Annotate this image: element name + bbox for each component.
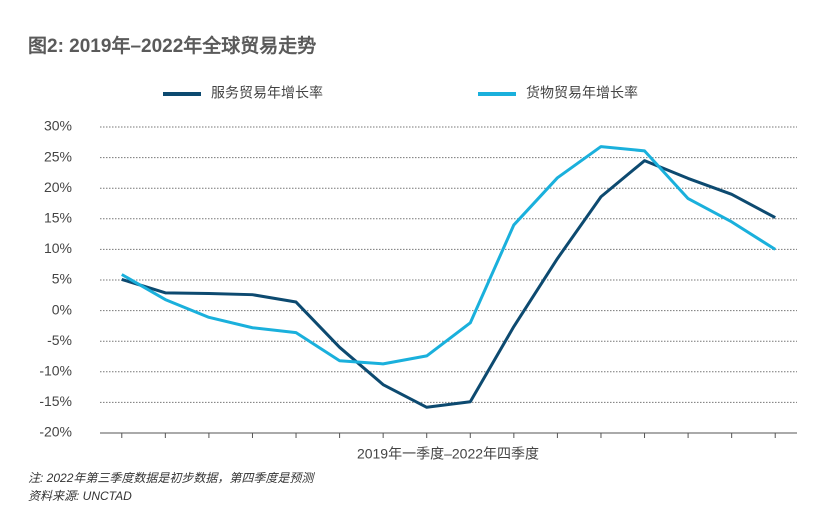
x-axis-label: 2019年一季度–2022年四季度 xyxy=(357,446,539,462)
note: 注: 2022年第三季度数据是初步数据，第四季度是预测 xyxy=(28,471,315,485)
series-line xyxy=(121,145,777,366)
y-tick-label: -20% xyxy=(39,424,72,440)
chart-title: 图2: 2019年–2022年全球贸易走势 xyxy=(28,34,316,57)
y-tick-label: 15% xyxy=(44,210,72,226)
y-tick-label: 25% xyxy=(44,148,72,164)
y-tick-label: 20% xyxy=(44,179,72,195)
series-line xyxy=(121,159,776,409)
y-tick-label: -10% xyxy=(39,363,72,379)
y-tick-label: -5% xyxy=(47,332,72,348)
y-tick-label: 10% xyxy=(44,240,72,256)
y-tick-label: 5% xyxy=(52,271,72,287)
y-tick-label: 0% xyxy=(52,301,72,317)
y-tick-label: -15% xyxy=(39,393,72,409)
source: 资料来源: UNCTAD xyxy=(28,489,132,503)
legend-label: 货物贸易年增长率 xyxy=(526,85,638,101)
y-tick-label: 30% xyxy=(44,118,72,134)
legend-label: 服务贸易年增长率 xyxy=(211,85,323,101)
